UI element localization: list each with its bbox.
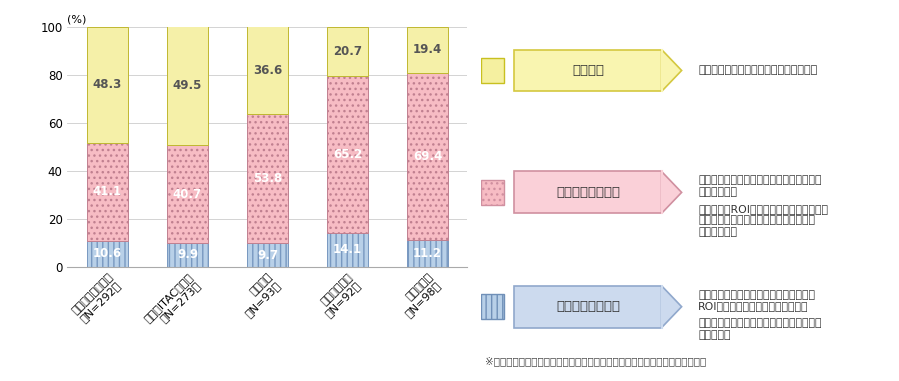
Text: ※第４次産業革命に係る取組を行っていない・今後行う予定がない回答は除く: ※第４次産業革命に係る取組を行っていない・今後行う予定がない回答は除く	[485, 356, 707, 366]
Text: 10.6: 10.6	[93, 248, 122, 261]
Text: (%): (%)	[67, 14, 87, 24]
Text: 検討段階: 検討段階	[572, 64, 604, 77]
Bar	[246, 114, 289, 243]
Text: 11.2: 11.2	[413, 247, 442, 260]
Bar	[326, 233, 369, 267]
Bar	[326, 27, 369, 76]
Text: ・自社のデジタル変革等、重要な推進力と
なっている: ・自社のデジタル変革等、重要な推進力と なっている	[699, 318, 822, 340]
Text: 19.4: 19.4	[413, 43, 442, 56]
Bar	[406, 73, 449, 240]
Text: 20.7: 20.7	[333, 45, 362, 58]
Bar	[481, 180, 504, 205]
Text: 9.9: 9.9	[177, 248, 198, 261]
Bar	[166, 26, 209, 145]
Bar	[86, 27, 129, 142]
Bar	[86, 241, 129, 267]
Polygon shape	[662, 50, 681, 91]
Polygon shape	[662, 171, 681, 213]
Bar	[406, 27, 449, 73]
Bar	[514, 286, 662, 328]
Bar	[406, 240, 449, 267]
Text: 65.2: 65.2	[333, 148, 362, 161]
Bar	[514, 50, 662, 91]
Bar	[481, 58, 504, 83]
Bar	[246, 243, 289, 267]
Text: 36.6: 36.6	[253, 64, 282, 77]
Bar	[326, 76, 369, 233]
Polygon shape	[662, 286, 681, 328]
Text: 48.3: 48.3	[93, 78, 122, 91]
Text: 41.1: 41.1	[93, 186, 122, 199]
Text: 49.5: 49.5	[173, 79, 202, 92]
Text: ・プロセスやプロダクトに係る導入や投資
を進めている: ・プロセスやプロダクトに係る導入や投資 を進めている	[699, 175, 822, 197]
Text: ・導入や対応に向けて検討を進めている: ・導入や対応に向けて検討を進めている	[699, 66, 817, 75]
Text: ・第４次産業革命への対応が、売上高や
ROI等にインパクトを与えている。: ・第４次産業革命への対応が、売上高や ROI等にインパクトを与えている。	[699, 290, 815, 311]
Text: 利活用～変革段階: 利活用～変革段階	[556, 300, 620, 313]
Bar	[481, 294, 504, 319]
Text: 40.7: 40.7	[173, 187, 202, 200]
Bar	[246, 26, 289, 114]
Bar	[166, 243, 209, 267]
Bar	[166, 145, 209, 243]
Text: 69.4: 69.4	[413, 150, 442, 163]
Text: 53.8: 53.8	[253, 172, 282, 185]
Bar	[86, 142, 129, 241]
Text: 9.7: 9.7	[257, 248, 278, 262]
Text: ・売上高やROI等へのインパクトは小さい
がプロセスやプロダクトの面で成果が見
え始めている: ・売上高やROI等へのインパクトは小さい がプロセスやプロダクトの面で成果が見 …	[699, 204, 828, 237]
Text: 14.1: 14.1	[333, 243, 362, 256]
Bar	[514, 171, 662, 213]
Text: 導入～基盤化段階: 導入～基盤化段階	[556, 186, 620, 199]
